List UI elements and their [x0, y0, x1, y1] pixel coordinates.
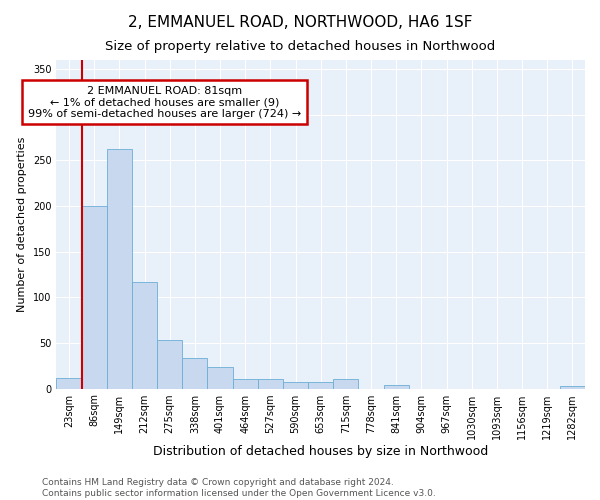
Bar — [233, 380, 258, 388]
Text: Contains HM Land Registry data © Crown copyright and database right 2024.
Contai: Contains HM Land Registry data © Crown c… — [42, 478, 436, 498]
Bar — [107, 150, 132, 388]
Text: Size of property relative to detached houses in Northwood: Size of property relative to detached ho… — [105, 40, 495, 53]
Bar — [258, 380, 283, 388]
Bar — [157, 340, 182, 388]
Y-axis label: Number of detached properties: Number of detached properties — [17, 136, 28, 312]
Bar — [283, 382, 308, 388]
Bar — [182, 358, 208, 388]
Text: 2, EMMANUEL ROAD, NORTHWOOD, HA6 1SF: 2, EMMANUEL ROAD, NORTHWOOD, HA6 1SF — [128, 15, 472, 30]
Bar — [383, 385, 409, 388]
Bar — [132, 282, 157, 389]
Bar — [82, 206, 107, 388]
Bar — [56, 378, 82, 388]
Bar — [208, 366, 233, 388]
Bar — [560, 386, 585, 388]
X-axis label: Distribution of detached houses by size in Northwood: Distribution of detached houses by size … — [153, 444, 488, 458]
Bar — [308, 382, 333, 388]
Text: 2 EMMANUEL ROAD: 81sqm
← 1% of detached houses are smaller (9)
99% of semi-detac: 2 EMMANUEL ROAD: 81sqm ← 1% of detached … — [28, 86, 301, 119]
Bar — [333, 380, 358, 388]
